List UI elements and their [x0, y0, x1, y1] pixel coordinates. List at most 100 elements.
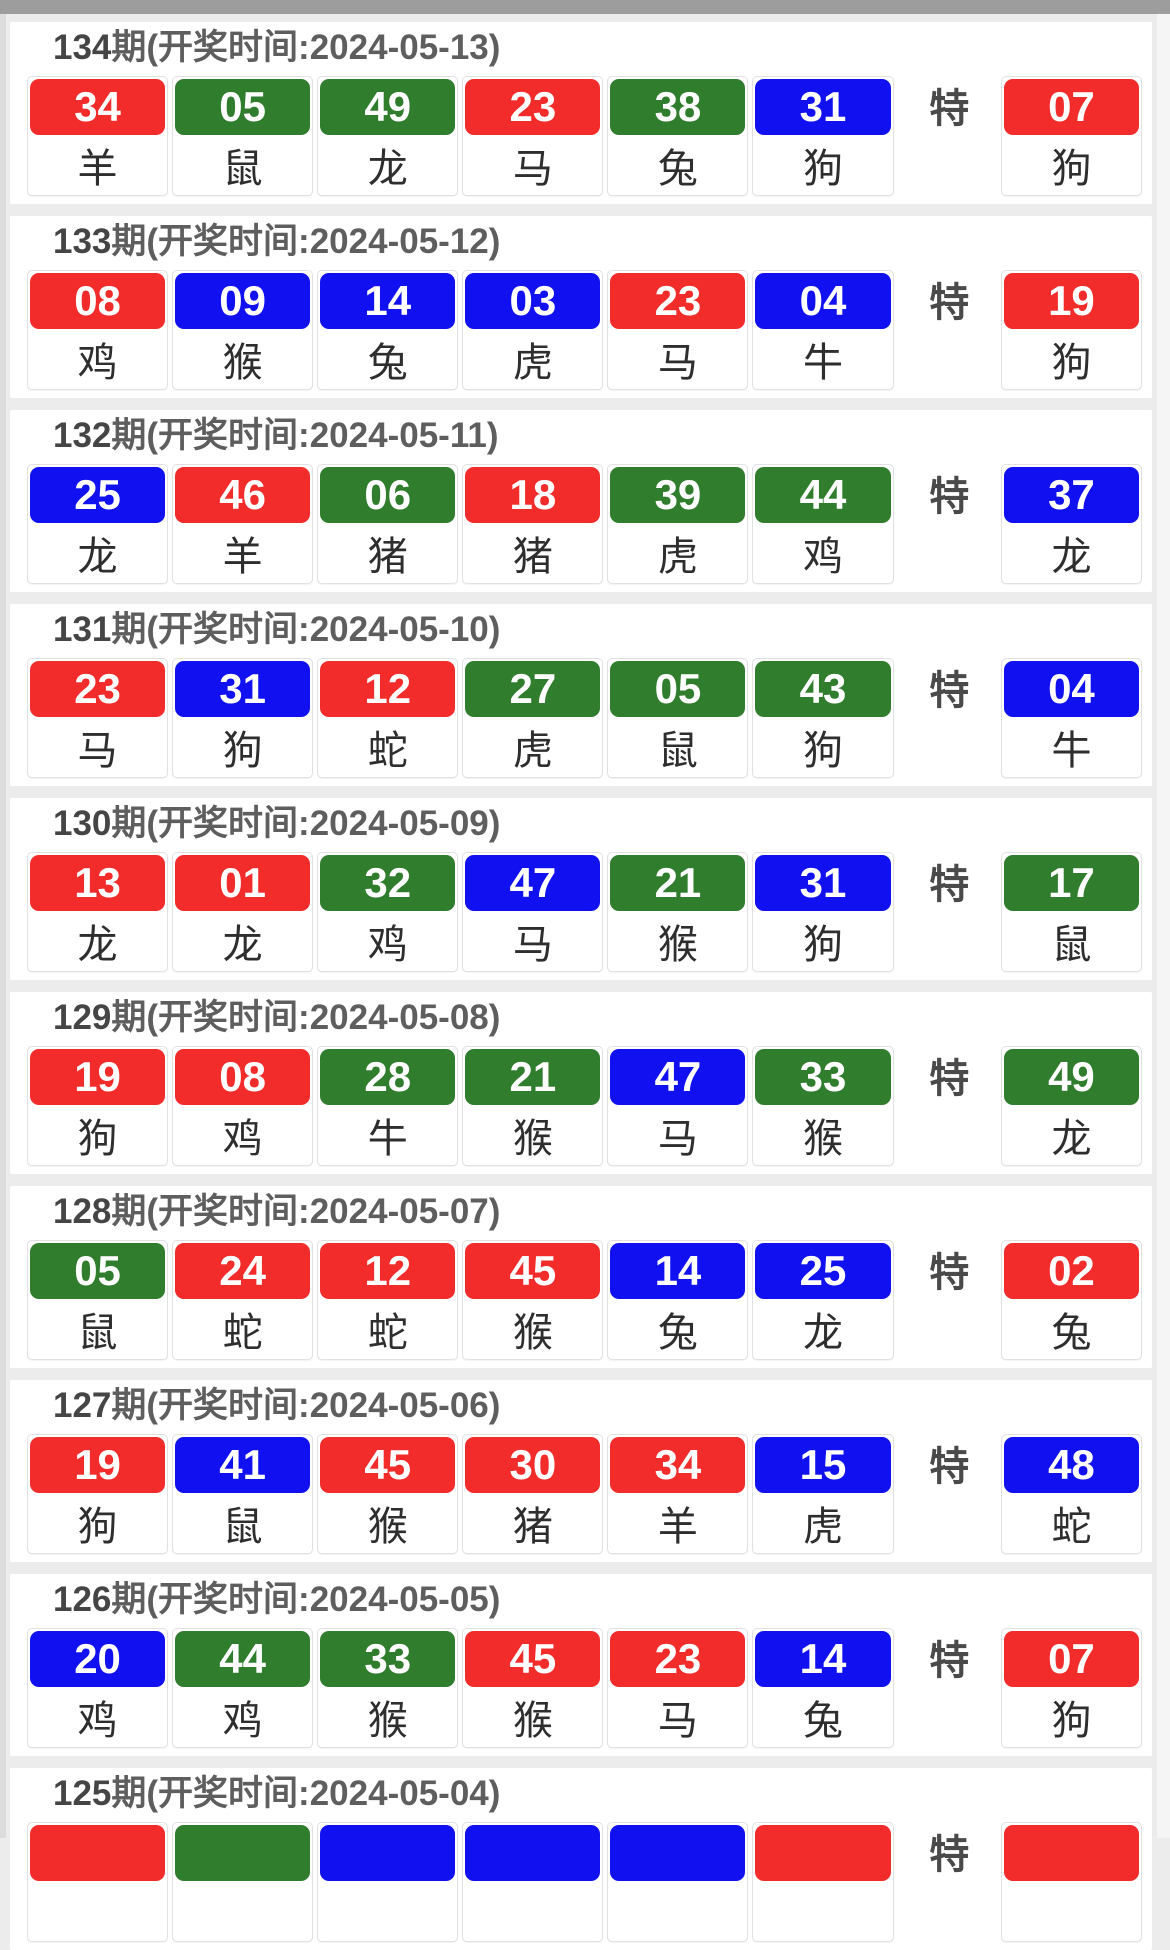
result-ball-cell	[172, 1822, 314, 1942]
result-ball-cell: 43 狗	[752, 658, 894, 778]
result-ball-cell: 49 龙	[317, 76, 459, 196]
period-title-rest: 期(开奖时间:2024-05-07)	[111, 1192, 501, 1231]
ball-number: 45	[465, 1631, 601, 1687]
result-ball-cell: 41 鼠	[172, 1434, 314, 1554]
scrollbar-track[interactable]	[1157, 14, 1170, 1838]
ball-zodiac: 蛇	[1051, 1505, 1092, 1549]
balls-row: 特	[27, 1822, 1146, 1942]
result-ball-cell: 18 猪	[462, 464, 604, 584]
result-ball-cell	[607, 1822, 749, 1942]
result-ball-cell: 05 鼠	[607, 658, 749, 778]
result-ball-cell: 24 蛇	[172, 1240, 314, 1360]
period-title: 126期(开奖时间:2024-05-05)	[27, 1578, 1146, 1622]
result-ball-cell: 39 虎	[607, 464, 749, 584]
ball-number: 19	[1003, 273, 1139, 329]
ball-zodiac: 马	[657, 1117, 698, 1161]
result-ball-cell: 34 羊	[607, 1434, 749, 1554]
ball-number: 23	[30, 661, 166, 717]
ball-zodiac: 虎	[803, 1505, 844, 1549]
ball-number	[465, 1825, 601, 1881]
result-ball-cell: 47 马	[607, 1046, 749, 1166]
result-ball-cell: 09 猴	[172, 270, 314, 390]
ball-zodiac: 猴	[657, 923, 698, 967]
ball-zodiac: 狗	[803, 147, 844, 191]
ball-number: 06	[320, 467, 456, 523]
ball-zodiac: 狗	[1051, 341, 1092, 385]
ball-zodiac: 马	[77, 729, 118, 773]
ball-number: 46	[175, 467, 311, 523]
period-title-rest: 期(开奖时间:2024-05-05)	[111, 1580, 501, 1619]
ball-zodiac: 猴	[803, 1117, 844, 1161]
ball-number: 33	[755, 1049, 891, 1105]
result-ball-cell: 46 羊	[172, 464, 314, 584]
special-ball-cell: 17 鼠	[1000, 852, 1142, 972]
result-ball-cell: 31 狗	[752, 76, 894, 196]
ball-number: 27	[465, 661, 601, 717]
top-status-bar	[0, 0, 1170, 14]
period-title: 132期(开奖时间:2024-05-11)	[27, 414, 1146, 458]
special-ball-cell	[1000, 1822, 1142, 1942]
special-label: 特	[929, 475, 970, 519]
period-block: 131期(开奖时间:2024-05-10) 23 马 31 狗 12 蛇 27 …	[10, 604, 1152, 786]
ball-number: 12	[320, 1243, 456, 1299]
special-label: 特	[929, 281, 970, 325]
ball-number: 24	[175, 1243, 311, 1299]
ball-zodiac: 鼠	[222, 1505, 263, 1549]
period-title-rest: 期(开奖时间:2024-05-10)	[111, 610, 501, 649]
result-ball-cell: 21 猴	[462, 1046, 604, 1166]
ball-zodiac: 兔	[657, 147, 698, 191]
special-ball-cell: 04 牛	[1000, 658, 1142, 778]
period-number: 130	[53, 804, 112, 843]
ball-number: 09	[175, 273, 311, 329]
balls-row: 19 狗 08 鸡 28 牛 21 猴 47 马 33 猴 特 49 龙	[27, 1046, 1146, 1166]
ball-zodiac: 鼠	[222, 147, 263, 191]
ball-zodiac: 兔	[803, 1699, 844, 1743]
result-ball-cell: 15 虎	[752, 1434, 894, 1554]
special-label: 特	[929, 1445, 970, 1489]
period-title: 128期(开奖时间:2024-05-07)	[27, 1190, 1146, 1234]
result-ball-cell: 08 鸡	[172, 1046, 314, 1166]
ball-number: 34	[30, 79, 166, 135]
ball-zodiac: 狗	[1051, 147, 1092, 191]
ball-zodiac: 猴	[367, 1699, 408, 1743]
ball-number: 45	[320, 1437, 456, 1493]
result-ball-cell: 44 鸡	[752, 464, 894, 584]
ball-zodiac: 鼠	[77, 1311, 118, 1355]
result-ball-cell: 23 马	[27, 658, 169, 778]
special-ball-cell: 37 龙	[1000, 464, 1142, 584]
result-ball-cell: 05 鼠	[27, 1240, 169, 1360]
ball-number: 18	[465, 467, 601, 523]
ball-number: 31	[755, 79, 891, 135]
result-ball-cell: 23 马	[462, 76, 604, 196]
result-ball-cell	[462, 1822, 604, 1942]
ball-zodiac	[608, 1881, 747, 1941]
period-block: 134期(开奖时间:2024-05-13) 34 羊 05 鼠 49 龙 23 …	[10, 22, 1152, 204]
ball-zodiac: 兔	[1051, 1311, 1092, 1355]
result-ball-cell: 12 蛇	[317, 658, 459, 778]
ball-zodiac: 狗	[1051, 1699, 1092, 1743]
ball-number: 23	[610, 1631, 746, 1687]
period-block: 132期(开奖时间:2024-05-11) 25 龙 46 羊 06 猪 18 …	[10, 410, 1152, 592]
balls-row: 13 龙 01 龙 32 鸡 47 马 21 猴 31 狗 特 17 鼠	[27, 852, 1146, 972]
balls-row: 34 羊 05 鼠 49 龙 23 马 38 兔 31 狗 特 07 狗	[27, 76, 1146, 196]
ball-number: 02	[1003, 1243, 1139, 1299]
balls-row: 19 狗 41 鼠 45 猴 30 猪 34 羊 15 虎 特 48 蛇	[27, 1434, 1146, 1554]
special-ball-cell: 19 狗	[1000, 270, 1142, 390]
ball-number: 23	[465, 79, 601, 135]
left-edge-strip	[0, 14, 6, 1838]
result-ball-cell: 14 兔	[752, 1628, 894, 1748]
ball-zodiac: 兔	[657, 1311, 698, 1355]
result-ball-cell: 27 虎	[462, 658, 604, 778]
result-ball-cell	[27, 1822, 169, 1942]
balls-row: 23 马 31 狗 12 蛇 27 虎 05 鼠 43 狗 特 04 牛	[27, 658, 1146, 778]
special-label: 特	[929, 863, 970, 907]
period-number: 128	[53, 1192, 112, 1231]
ball-zodiac: 龙	[803, 1311, 844, 1355]
ball-number: 49	[320, 79, 456, 135]
ball-number: 37	[1003, 467, 1139, 523]
ball-zodiac: 鼠	[1051, 923, 1092, 967]
ball-zodiac: 狗	[222, 729, 263, 773]
ball-number: 44	[755, 467, 891, 523]
result-ball-cell: 14 兔	[317, 270, 459, 390]
result-ball-cell: 28 牛	[317, 1046, 459, 1166]
